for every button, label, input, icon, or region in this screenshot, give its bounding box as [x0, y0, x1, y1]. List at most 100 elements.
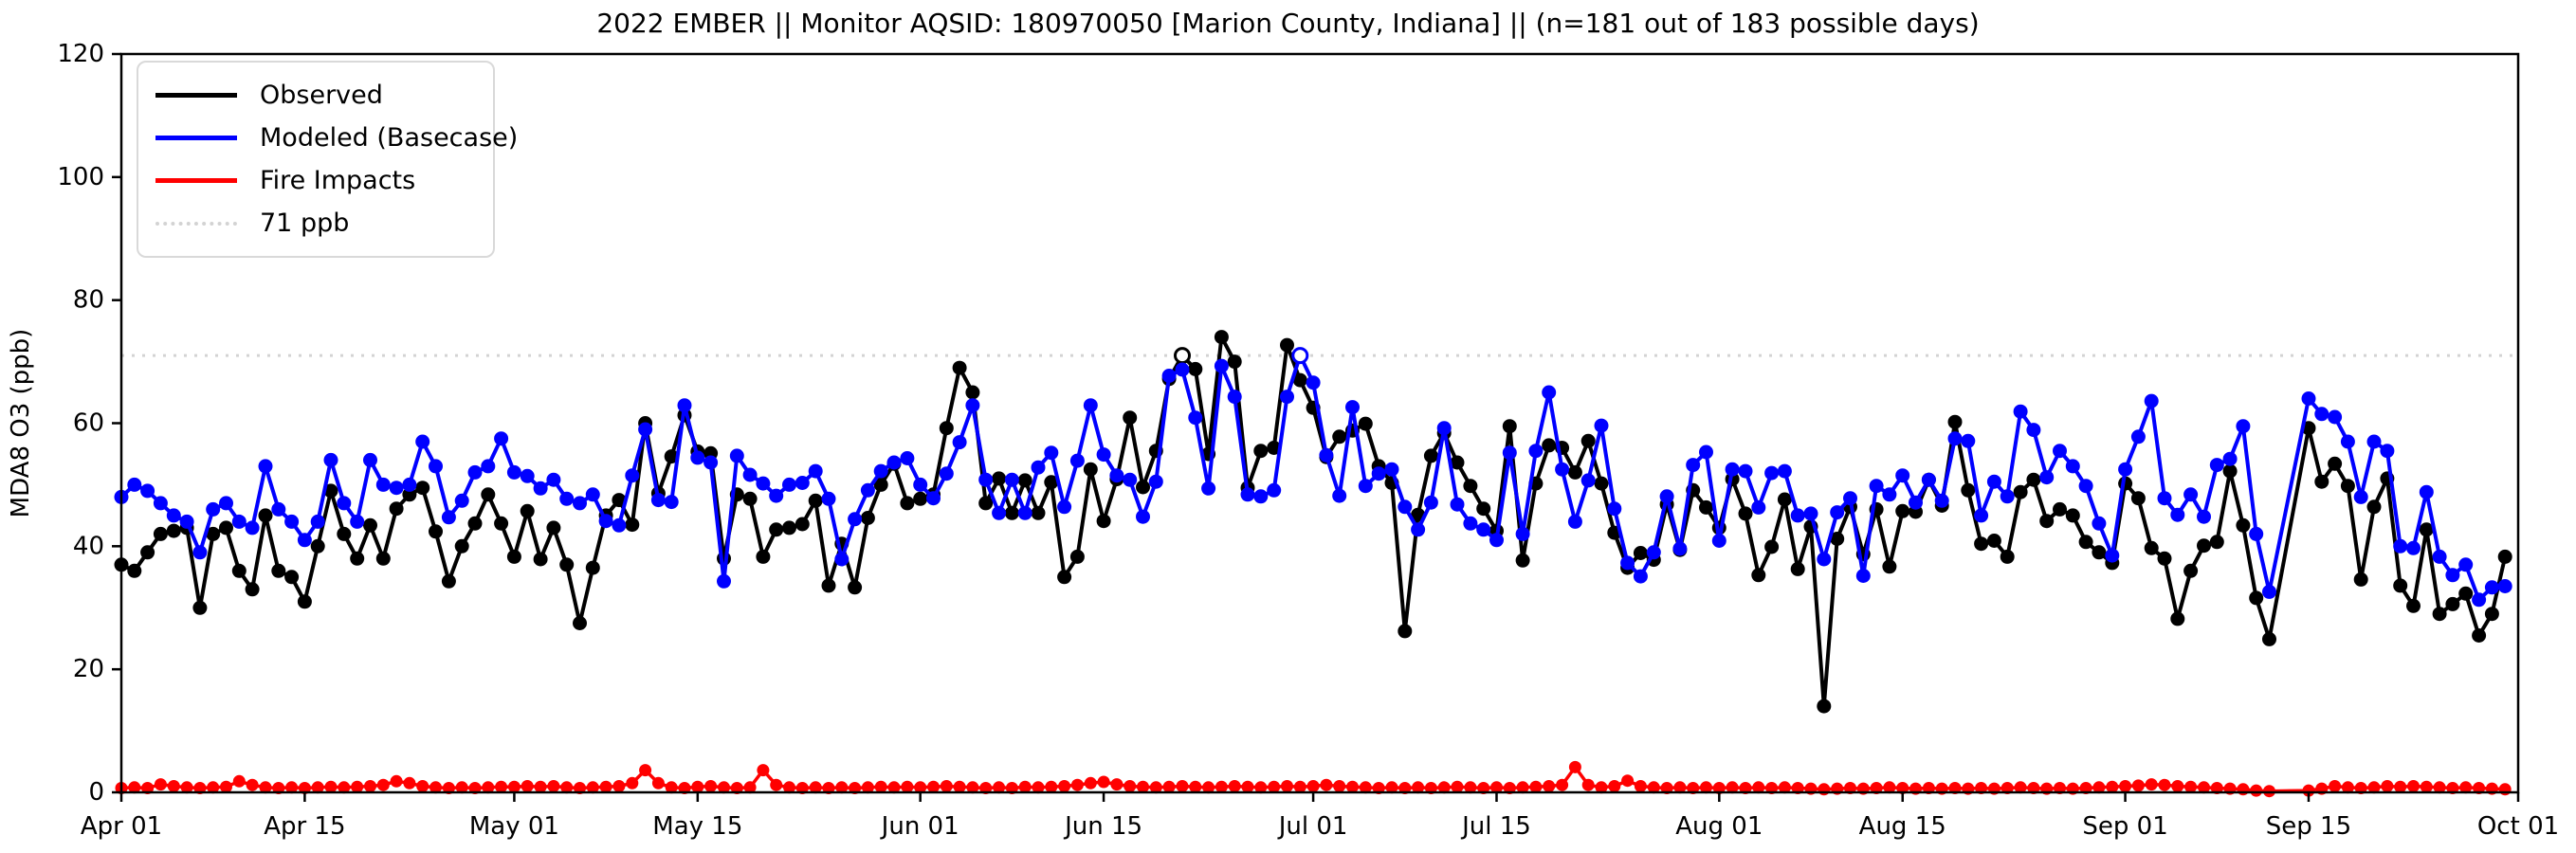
- data-point: [952, 360, 967, 375]
- data-point: [1700, 781, 1712, 794]
- data-point: [1830, 505, 1845, 520]
- data-point: [2092, 545, 2107, 560]
- data-point: [821, 491, 836, 506]
- data-point: [455, 781, 468, 794]
- data-point: [2183, 563, 2199, 578]
- data-point: [2406, 598, 2421, 613]
- data-point: [2014, 781, 2027, 794]
- y-tick-label: 100: [57, 163, 104, 191]
- data-point: [2340, 434, 2355, 449]
- x-tick-label: May 15: [652, 812, 742, 841]
- data-point: [402, 477, 417, 492]
- observed-line-swatch: [155, 93, 237, 98]
- data-point: [703, 455, 719, 470]
- data-point: [1699, 499, 1713, 515]
- data-point: [756, 476, 771, 491]
- data-point: [1253, 444, 1269, 459]
- data-point: [192, 600, 208, 615]
- data-point: [429, 781, 442, 794]
- data-point: [2184, 780, 2198, 793]
- data-point: [1412, 781, 1425, 794]
- data-point: [1634, 780, 1647, 792]
- data-point: [2198, 781, 2210, 794]
- data-point: [2157, 491, 2172, 506]
- data-point: [1947, 431, 1963, 446]
- data-point: [1567, 514, 1582, 529]
- data-point: [1725, 462, 1740, 477]
- data-point: [1437, 781, 1451, 794]
- x-tick-label: Aug 15: [1859, 812, 1946, 841]
- data-point: [481, 459, 496, 474]
- data-point: [1751, 568, 1766, 583]
- data-point: [415, 481, 430, 496]
- data-point: [2498, 783, 2512, 796]
- data-point: [1423, 448, 1438, 463]
- data-point: [770, 778, 783, 791]
- data-point: [965, 385, 980, 400]
- data-point: [2131, 779, 2145, 792]
- data-point: [2419, 484, 2434, 499]
- data-point: [809, 781, 822, 794]
- data-point: [1423, 495, 1438, 510]
- data-point: [441, 510, 456, 525]
- data-point: [2092, 516, 2107, 531]
- data-point: [389, 481, 404, 496]
- data-point: [429, 459, 443, 474]
- data-point: [1947, 414, 1963, 429]
- data-point: [1280, 337, 1294, 353]
- data-point: [364, 780, 376, 792]
- data-point: [1764, 539, 1780, 554]
- modeled-line-swatch: [155, 136, 237, 140]
- data-point: [1069, 549, 1085, 564]
- data-point: [284, 570, 300, 585]
- data-point: [167, 780, 180, 792]
- data-point: [232, 774, 246, 788]
- data-point: [1738, 506, 1753, 521]
- data-point: [1281, 780, 1293, 792]
- data-point: [2249, 590, 2264, 606]
- data-point: [783, 781, 795, 794]
- data-point: [259, 781, 272, 794]
- data-point: [1543, 780, 1556, 792]
- data-point: [1726, 781, 1739, 794]
- data-point: [375, 477, 391, 492]
- data-point: [913, 477, 928, 492]
- data-point: [350, 551, 365, 566]
- data-point: [310, 514, 325, 529]
- data-point: [585, 487, 600, 502]
- y-tick-label: 80: [73, 286, 104, 315]
- data-point: [1136, 480, 1150, 495]
- data-point: [1738, 463, 1753, 479]
- data-point: [2341, 781, 2354, 794]
- data-point: [1058, 780, 1071, 792]
- data-point: [1280, 390, 1294, 405]
- data-point: [1385, 781, 1398, 794]
- data-point: [271, 501, 286, 517]
- data-point: [638, 422, 653, 437]
- data-point: [2432, 549, 2447, 564]
- data-point: [2366, 499, 2382, 515]
- data-point: [533, 552, 548, 567]
- data-point: [338, 781, 351, 794]
- data-point: [769, 488, 784, 503]
- data-point: [1817, 699, 1832, 714]
- data-point: [521, 780, 534, 792]
- x-axis: Apr 01 Apr 15 May 01 May 15 Jun 01 Jun 15 Jul …: [81, 792, 2559, 841]
- data-point: [1476, 522, 1491, 537]
- data-point: [1489, 533, 1504, 548]
- x-tick-label: Apr 15: [264, 812, 345, 841]
- data-point: [140, 483, 155, 499]
- data-point: [1986, 534, 2001, 548]
- legend-label-threshold: 71 ppb: [260, 209, 350, 238]
- data-point: [390, 774, 403, 788]
- data-point: [1580, 473, 1596, 488]
- data-point: [1567, 464, 1582, 480]
- legend-item-modeled: Modeled (Basecase): [155, 117, 518, 159]
- data-point: [2366, 434, 2382, 449]
- data-point: [2262, 631, 2276, 646]
- data-point: [2078, 535, 2093, 550]
- data-point: [717, 573, 731, 589]
- data-point: [1502, 445, 1517, 461]
- x-tick-label: Jul 01: [1277, 812, 1348, 841]
- data-point: [664, 449, 679, 464]
